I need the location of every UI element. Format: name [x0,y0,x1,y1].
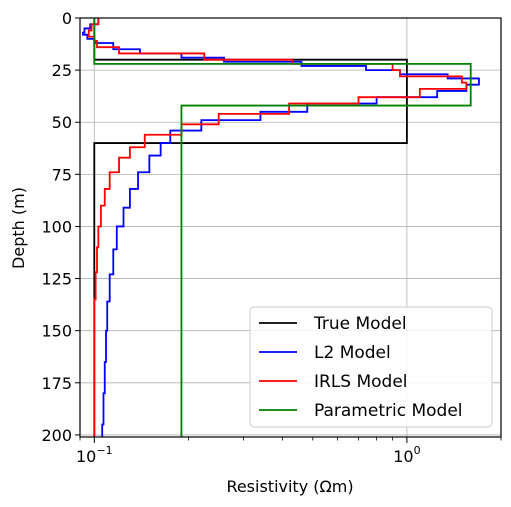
legend-label-true-model: True Model [313,314,407,334]
legend-box [249,306,493,428]
y-tick-label: 100 [41,217,72,236]
x-tick-label: 100 [393,444,420,466]
legend-label-parametric-model: Parametric Model [314,401,463,421]
series-line-parametric-model [93,18,472,437]
legend: True Model L2 Model IRLS Model Parametric M… [249,306,493,428]
legend-label-l2-model: L2 Model [314,343,391,363]
series-line-l2-model [82,18,480,437]
y-tick-label: 150 [41,322,72,341]
y-tick-label: 25 [52,61,72,80]
y-axis-label: Depth (m) [9,187,28,269]
series-line-irls-model [87,18,468,437]
y-tick-label: 75 [52,165,72,184]
x-tick-label: 10−1 [76,444,113,466]
y-tick-label: 0 [62,9,72,28]
y-tick-label: 50 [52,113,72,132]
y-tick-label: 175 [41,374,72,393]
plot-frame [79,17,502,438]
legend-label-irls-model: IRLS Model [314,372,408,392]
y-tick-label: 200 [41,426,72,445]
series-lines [82,18,480,437]
y-tick-label: 125 [41,270,72,289]
x-axis-label: Resistivity (Ωm) [226,477,353,496]
